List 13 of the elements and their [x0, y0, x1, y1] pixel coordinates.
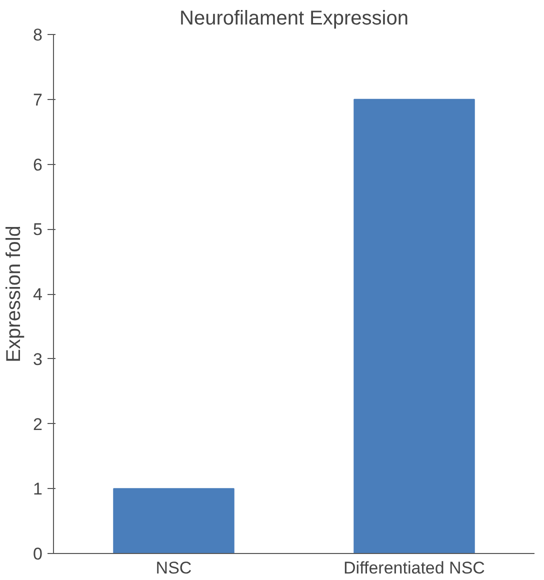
y-tick-label: 5	[33, 220, 43, 240]
y-tick-label: 6	[33, 155, 43, 174]
y-axis-title: Expression fold	[3, 226, 26, 362]
y-tick-label: 7	[33, 90, 43, 110]
x-tick-label: Differentiated NSC	[344, 558, 485, 578]
y-tick-label: 2	[33, 414, 43, 434]
y-tick-label: 0	[33, 544, 43, 564]
y-tick-label: 3	[33, 350, 43, 369]
chart-title: Neurofilament Expression	[180, 8, 409, 30]
y-tick-label: 8	[33, 26, 43, 44]
y-tick-label: 1	[33, 480, 43, 499]
y-tick-label: 4	[33, 285, 43, 304]
x-tick-label: NSC	[156, 558, 192, 578]
